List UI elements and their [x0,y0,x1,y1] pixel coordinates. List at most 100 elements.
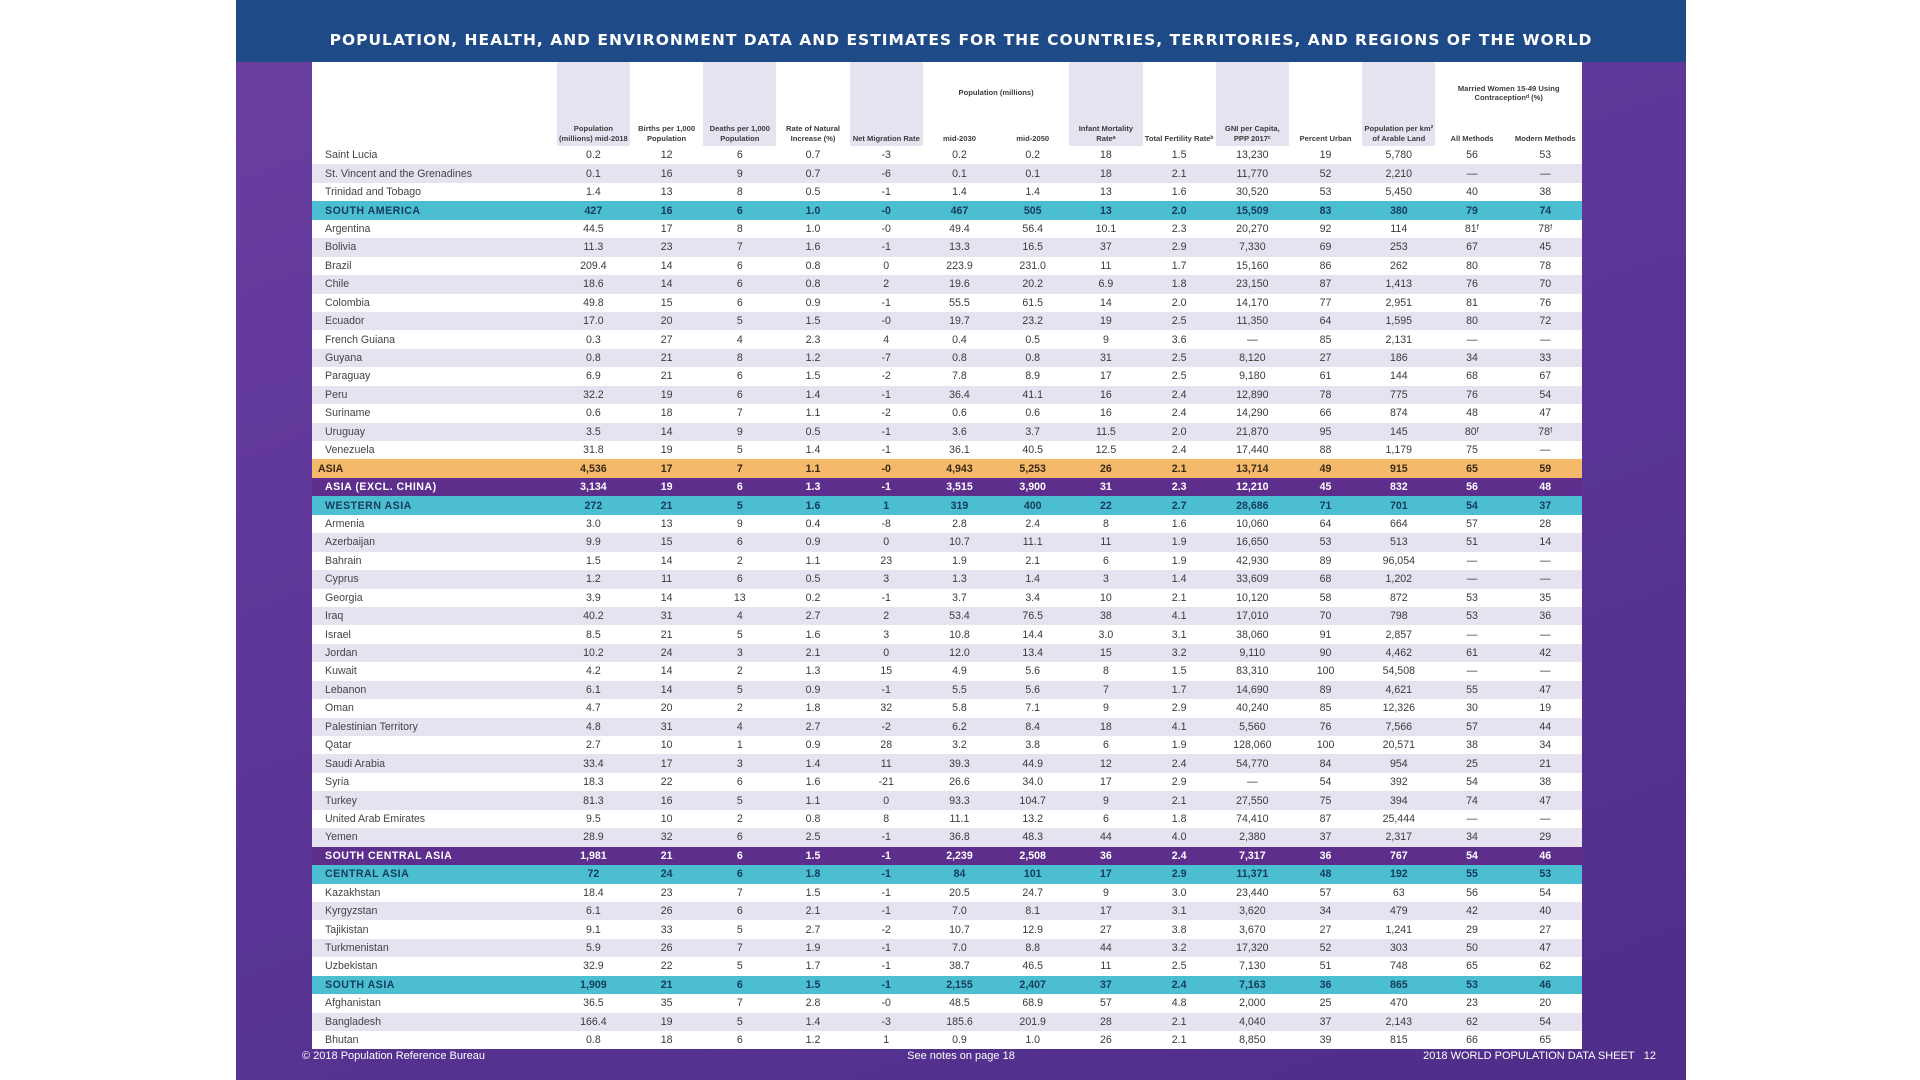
table-cell: 2.5 [776,828,850,847]
table-cell: 2 [703,809,777,829]
table-cell: 7 [1069,680,1143,700]
row-name: Iraq [312,606,557,626]
table-cell: 1.9 [776,938,850,958]
table-cell: 1.9 [922,551,997,571]
table-row: Bolivia 11.3 23 7 1.6 -1 13.3 16.5 37 2.9 7,330 69 2… [312,238,1582,257]
table-cell: 815 [1362,1031,1436,1050]
row-name: Saint Lucia [312,146,557,165]
table-cell: 2.3 [776,330,850,349]
table-cell: 1.2 [776,348,850,368]
row-name: Yemen [312,828,557,847]
table-cell: 14 [629,256,704,276]
table-row: Yemen 28.9 32 6 2.5 -1 36.8 48.3 44 4.0 2,380 37 2,3… [312,828,1582,847]
table-row: Tajikistan 9.1 33 5 2.7 -2 10.7 12.9 27 3.8 3,670 2… [312,920,1582,939]
header-pop-projection-group: Population (millions) [922,62,1070,127]
table-cell: 1.6 [776,625,850,644]
table-cell: 1.1 [776,791,850,810]
table-cell: 11.1 [922,809,997,829]
table-cell: 55 [1435,865,1509,884]
table-cell: 0.6 [556,404,630,423]
table-cell: 2.0 [1142,422,1216,441]
table-cell: 21 [629,348,704,368]
table-cell: 9 [1069,791,1143,810]
table-cell: 0.9 [776,533,850,552]
table-cell: -1 [849,680,923,700]
table-cell: -3 [849,1012,923,1031]
header-modern-methods: Modern Methods [1508,127,1582,146]
table-cell: 1.5 [556,551,630,571]
table-cell: 16 [629,791,704,810]
table-cell: 14 [629,275,704,294]
table-cell: 9 [703,514,777,534]
table-row: Oman 4.7 20 2 1.8 32 5.8 7.1 9 2.9 40,240 85 12,326 3… [312,699,1582,718]
header-natural-increase: Rate of Natural Increase (%) [776,62,850,146]
table-cell: 701 [1362,496,1436,515]
table-cell: 4 [703,717,777,736]
table-cell: 25,444 [1362,809,1436,829]
title-banner [236,0,1686,62]
table-cell: 49.4 [922,219,997,239]
row-name: Trinidad and Tobago [312,182,557,202]
table-cell: 61.5 [996,293,1070,312]
table-cell: -1 [849,385,923,405]
table-cell: -1 [849,975,923,995]
table-cell: 11,770 [1215,164,1289,183]
table-cell: 30 [1435,699,1509,718]
table-cell: 81 [1435,293,1509,312]
table-cell: 53.4 [922,606,997,626]
table-cell: 53 [1435,588,1509,607]
table-cell: 7 [703,404,777,423]
table-cell: 14,690 [1215,680,1289,700]
table-cell: 2.8 [776,994,850,1013]
row-name: Suriname [312,404,557,423]
table-cell: 21,870 [1215,422,1289,441]
table-cell: 8,120 [1215,348,1289,368]
table-cell: 3.1 [1142,625,1216,644]
table-cell: 1,981 [556,846,630,866]
table-cell: 31 [1069,348,1143,368]
row-name: Jordan [312,643,557,663]
table-cell: 1.9 [1142,533,1216,552]
table-cell: 26.6 [922,772,997,792]
table-cell: 31 [1069,477,1143,497]
table-cell: 22 [1069,496,1143,515]
row-name: ASIA [312,459,557,478]
row-name: Afghanistan [312,994,557,1013]
header-births: Births per 1,000 Population [629,62,704,146]
table-row: Cyprus 1.2 11 6 0.5 3 1.3 1.4 3 1.4 33,609 68 1,202—… [312,570,1582,589]
table-cell: 223.9 [922,256,997,276]
table-row: Venezuela 31.8 19 5 1.4 -1 36.1 40.5 12.5 2.4 17,4… [312,441,1582,460]
table-cell: 6 [1069,809,1143,829]
table-cell: 85 [1288,699,1363,718]
table-cell: 11 [849,754,923,773]
table-cell: -0 [849,311,923,331]
table-cell: 7 [703,883,777,902]
row-name: Argentina [312,219,557,239]
table-cell: 10.7 [922,533,997,552]
table-cell: 49 [1288,459,1363,478]
table-cell: 54 [1508,385,1582,405]
table-cell: 0.4 [922,330,997,349]
table-cell: 19 [1069,311,1143,331]
table-cell: 104.7 [996,791,1070,810]
table-cell: 44 [1508,717,1582,736]
table-cell: 56 [1435,883,1509,902]
table-cell: 54 [1288,772,1363,792]
table-cell: 2.4 [996,514,1070,534]
table-cell: 23,440 [1215,883,1289,902]
table-row: Ecuador 17.0 20 5 1.5 -0 19.7 23.2 19 2.5 11,350 64… [312,311,1582,331]
table-cell: — [1508,441,1582,460]
table-cell: 8.9 [996,367,1070,386]
table-cell: 14,170 [1215,293,1289,312]
table-cell: 4.7 [556,699,630,718]
row-name: Georgia [312,588,557,607]
table-cell: 37 [1069,975,1143,995]
region-row: ASIA 4,536 17 7 1.1 -0 4,943 5,253 26 2.1 13,714 49… [312,459,1582,478]
table-cell: 57 [1435,717,1509,736]
table-cell: 34 [1508,736,1582,755]
table-cell: 23 [629,883,704,902]
table-cell: 62 [1508,957,1582,976]
table-cell: 2.1 [996,551,1070,571]
table-cell: 61 [1435,643,1509,663]
table-cell: -2 [849,920,923,939]
